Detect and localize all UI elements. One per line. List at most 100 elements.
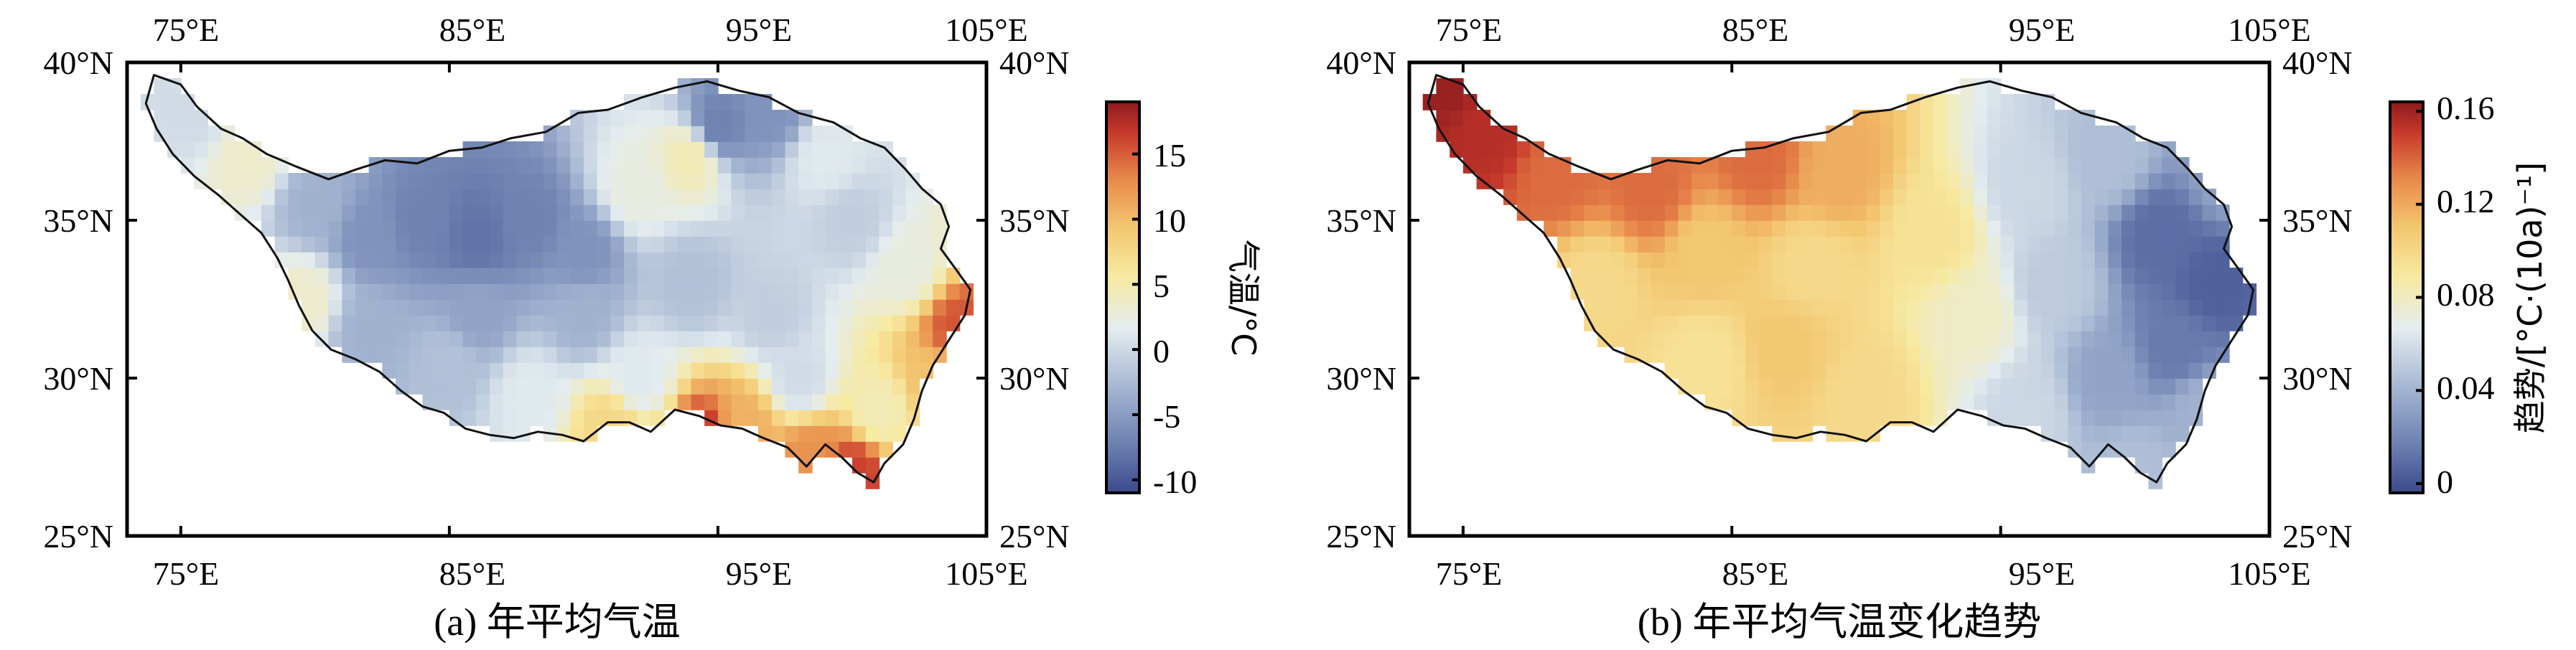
grid-cell	[865, 173, 880, 189]
grid-cell	[785, 236, 799, 253]
grid-cell	[1880, 299, 1894, 316]
grid-cell	[1758, 347, 1773, 363]
grid-cell	[396, 299, 410, 316]
grid-cell	[2122, 204, 2136, 221]
grid-cell	[892, 347, 907, 363]
grid-cell	[1570, 173, 1585, 189]
grid-cell	[368, 204, 383, 221]
grid-cell	[2027, 299, 2042, 316]
grid-cell	[2027, 331, 2042, 347]
grid-cell	[717, 252, 732, 268]
grid-cell	[664, 126, 678, 142]
grid-cell	[1866, 347, 1880, 363]
grid-cell	[717, 378, 732, 395]
grid-cell	[2094, 189, 2109, 205]
grid-cell	[422, 299, 437, 316]
grid-cell	[2027, 204, 2042, 221]
grid-cell	[1516, 204, 1531, 221]
grid-cell	[1946, 126, 1961, 142]
grid-cell	[2134, 362, 2150, 379]
ticks-b	[1409, 61, 2271, 537]
grid-cell	[2108, 220, 2122, 237]
grid-cell	[2122, 126, 2136, 142]
grid-cell	[543, 220, 558, 237]
grid-cell	[1745, 331, 1760, 347]
grid-cell	[758, 268, 773, 284]
grid-cell	[2188, 347, 2203, 363]
xtick-top-b-3: 105°E	[2228, 11, 2311, 48]
grid-cell	[2040, 220, 2055, 237]
grid-cell	[650, 110, 665, 126]
grid-cell	[583, 189, 598, 205]
grid-cell	[2040, 347, 2055, 363]
cb-tick-b-1: 0.04	[2437, 369, 2495, 406]
grid-cell	[1745, 157, 1760, 174]
grid-cell	[745, 362, 759, 379]
grid-cell	[1826, 378, 1840, 395]
grid-cell	[1772, 378, 1786, 395]
grid-cell	[2000, 378, 2015, 395]
grid-cell	[1826, 189, 1840, 205]
grid-cell	[2094, 252, 2109, 268]
grid-cell	[2108, 315, 2122, 331]
grid-cell	[570, 347, 584, 363]
grid-cell	[677, 299, 692, 316]
grid-cell	[355, 189, 370, 205]
grid-cell	[1798, 252, 1814, 268]
grid-cell	[1920, 110, 1934, 126]
grid-cell	[422, 378, 437, 395]
grid-cell	[1933, 378, 1948, 395]
grid-cell	[1651, 299, 1666, 316]
grid-cell	[1826, 126, 1840, 142]
grid-cell	[570, 220, 584, 237]
grid-cell	[839, 347, 853, 363]
grid-cell	[1570, 220, 1585, 237]
grid-cell	[342, 299, 356, 316]
grid-cell	[1758, 268, 1773, 284]
grid-cell	[1745, 394, 1760, 410]
xtick-top-b-1: 85°E	[1722, 11, 1789, 48]
grid-cell	[610, 189, 625, 205]
grid-cell	[2000, 362, 2015, 379]
grid-cell	[785, 347, 799, 363]
grid-cell	[905, 378, 920, 395]
grid-cell	[1920, 378, 1934, 395]
grid-cell	[355, 220, 370, 237]
grid-cell	[1906, 220, 1921, 237]
grid-cell	[570, 141, 584, 158]
grid-cell	[1866, 394, 1880, 410]
grid-cell	[1544, 204, 1558, 221]
grid-cell	[1826, 141, 1840, 158]
grid-cell	[811, 394, 826, 410]
grid-cell	[2148, 236, 2162, 253]
grid-cell	[2162, 299, 2176, 316]
grid-cell	[1678, 173, 1692, 189]
grid-cell	[449, 220, 464, 237]
grid-cell	[2081, 141, 2096, 158]
grid-cell	[1624, 315, 1638, 331]
grid-cell	[1946, 252, 1961, 268]
grid-cell	[2054, 394, 2068, 410]
grid-cell	[1974, 204, 1988, 221]
grid-cell	[1664, 331, 1679, 347]
grid-cell	[1570, 252, 1585, 268]
grid-cell	[2162, 173, 2176, 189]
grid-cell	[1570, 236, 1585, 253]
grid-cell	[2068, 283, 2082, 300]
grid-cell	[1597, 283, 1612, 300]
grid-cell	[1906, 347, 1921, 363]
grid-cell	[220, 157, 235, 174]
grid-cell	[1812, 204, 1827, 221]
grid-cell	[1436, 78, 1450, 95]
cb-tick-a-1: -5	[1153, 398, 1180, 435]
grid-cell	[2122, 268, 2136, 284]
grid-cell	[409, 220, 424, 237]
grid-cell	[758, 283, 773, 300]
grid-cell	[677, 394, 692, 410]
grid-cell	[704, 94, 719, 110]
grid-cell	[462, 347, 477, 363]
grid-cell	[1839, 173, 1854, 189]
grid-cell	[2148, 394, 2162, 410]
grid-cell	[717, 94, 732, 110]
grid-cell	[2216, 268, 2230, 284]
